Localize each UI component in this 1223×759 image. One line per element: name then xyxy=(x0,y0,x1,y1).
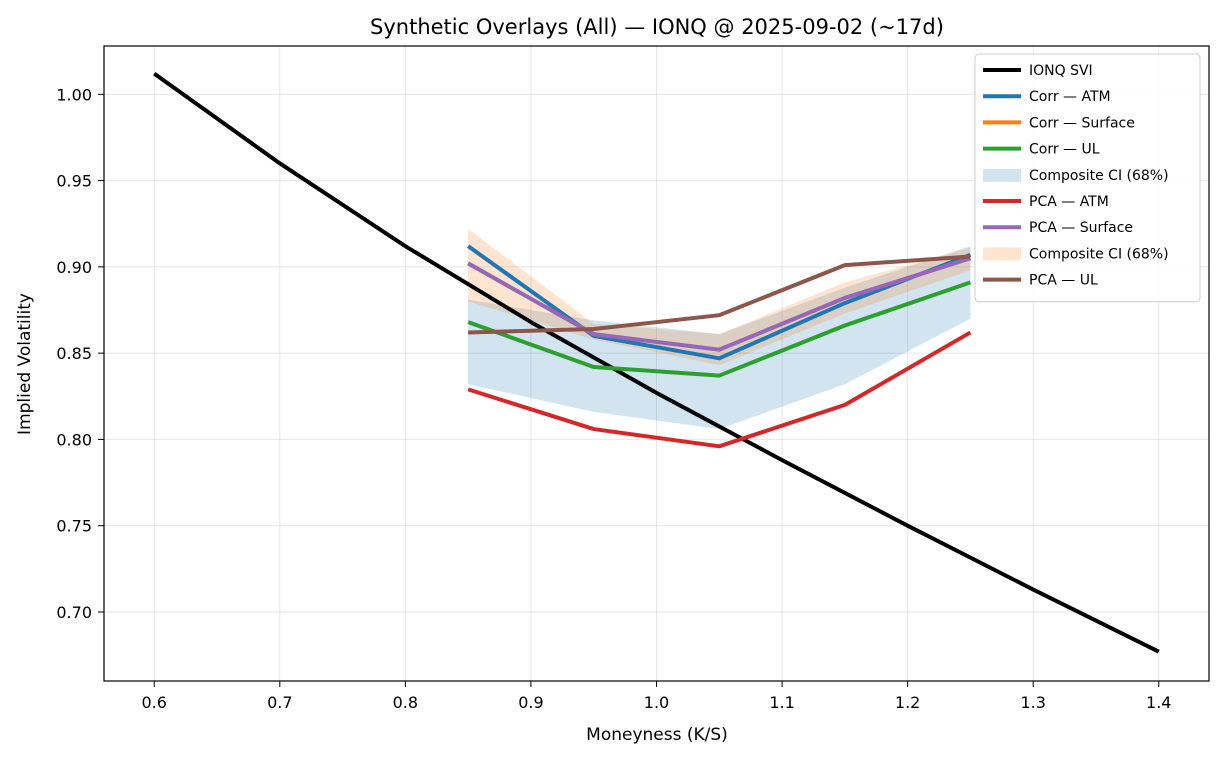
y-tick-label: 0.75 xyxy=(56,517,92,536)
x-tick-label: 1.3 xyxy=(1020,693,1045,712)
legend-label: Corr — UL xyxy=(1029,142,1100,158)
legend-label: PCA — ATM xyxy=(1029,194,1109,210)
series-line-corr-atm xyxy=(466,244,972,361)
y-tick-label: 0.70 xyxy=(56,603,92,622)
series-lines xyxy=(153,71,1160,654)
y-tick-label: 0.90 xyxy=(56,258,92,277)
legend-label: Composite CI (68%) xyxy=(1029,246,1169,262)
legend: IONQ SVI Corr — ATM Corr — Surface Corr — U… xyxy=(974,53,1201,303)
legend-label: Corr — Surface xyxy=(1029,115,1135,131)
x-axis-label: Moneyness (K/S) xyxy=(586,725,728,745)
legend-swatch xyxy=(983,247,1021,261)
confidence-bands xyxy=(468,228,971,430)
ci-band-1 xyxy=(468,246,971,430)
legend-swatch xyxy=(983,168,1021,182)
y-tick-label: 0.95 xyxy=(56,172,92,191)
x-axis-ticks: 0.6 0.7 0.8 0.9 1.0 1.1 1.2 1.3 1.4 xyxy=(142,681,1171,712)
y-tick-label: 1.00 xyxy=(56,85,92,104)
ci-band-2 xyxy=(468,228,971,366)
legend-label: PCA — UL xyxy=(1029,273,1098,289)
series-line-ionq-svi xyxy=(153,71,1160,654)
y-axis-ticks: 0.70 0.75 0.80 0.85 0.90 0.95 1.00 xyxy=(56,85,104,622)
legend-label: PCA — Surface xyxy=(1029,220,1133,236)
y-tick-label: 0.80 xyxy=(56,430,92,449)
x-tick-label: 0.9 xyxy=(518,693,543,712)
x-tick-label: 0.6 xyxy=(142,693,167,712)
y-tick-label: 0.85 xyxy=(56,344,92,363)
legend-box xyxy=(974,53,1201,303)
x-tick-label: 1.2 xyxy=(895,693,920,712)
legend-label: Corr — ATM xyxy=(1029,89,1111,105)
chart-title: Synthetic Overlays (All) — IONQ @ 2025-0… xyxy=(370,15,944,39)
legend-label: IONQ SVI xyxy=(1029,63,1093,79)
series-line-corr-ul xyxy=(467,280,972,378)
x-tick-label: 1.1 xyxy=(769,693,794,712)
y-axis-label: Implied Volatility xyxy=(15,293,35,435)
series-line-pca-surface xyxy=(467,256,972,352)
series-line-pca-ul xyxy=(468,254,971,335)
x-tick-label: 0.8 xyxy=(393,693,418,712)
x-tick-label: 1.0 xyxy=(644,693,669,712)
x-tick-label: 1.4 xyxy=(1146,693,1171,712)
x-tick-label: 0.7 xyxy=(267,693,292,712)
series-line-pca-atm xyxy=(467,330,972,449)
legend-label: Composite CI (68%) xyxy=(1029,168,1169,184)
